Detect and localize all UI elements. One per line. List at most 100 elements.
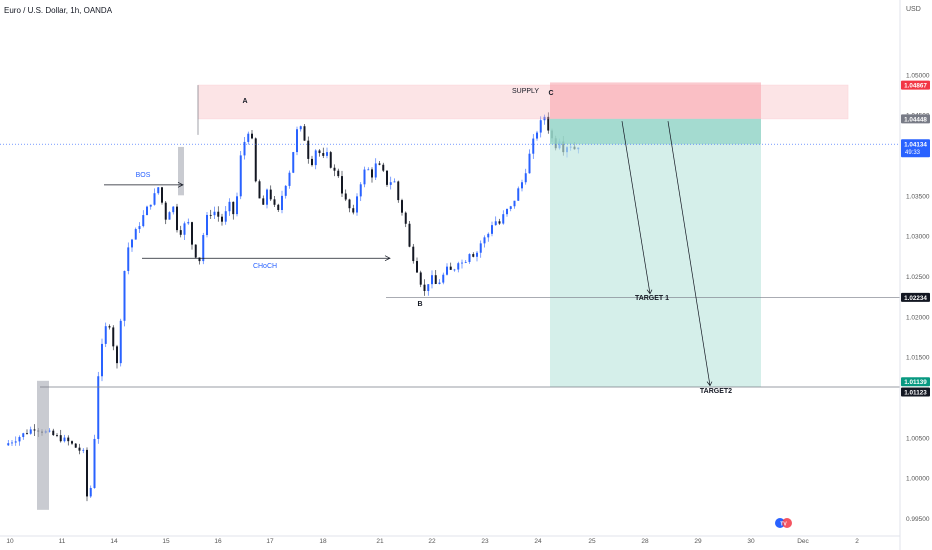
x-tick-label: 22 bbox=[428, 538, 436, 545]
candle-body bbox=[389, 182, 392, 185]
candle-body bbox=[363, 169, 366, 185]
candle-body bbox=[348, 199, 351, 209]
candle-body bbox=[284, 185, 287, 196]
candle-body bbox=[393, 181, 396, 183]
candle-body bbox=[176, 206, 178, 231]
candle-body bbox=[509, 206, 512, 209]
point-b-label: B bbox=[417, 301, 422, 308]
candle-body bbox=[314, 150, 317, 166]
candle-body bbox=[29, 429, 32, 434]
x-tick-label: 21 bbox=[376, 538, 384, 545]
candle-body bbox=[329, 152, 332, 168]
bos-arrow-icon bbox=[177, 182, 184, 188]
candle-body bbox=[491, 225, 493, 234]
choch-arrow-icon bbox=[384, 255, 391, 262]
candle-body bbox=[419, 272, 422, 285]
candle-body bbox=[168, 212, 171, 220]
candle-body bbox=[464, 261, 467, 263]
candle-body bbox=[134, 229, 137, 240]
target-zone bbox=[550, 118, 761, 388]
candle-body bbox=[498, 221, 501, 224]
candle-body bbox=[63, 437, 66, 442]
candle-body bbox=[487, 233, 490, 238]
candle-body bbox=[108, 326, 111, 328]
candle-body bbox=[513, 200, 516, 207]
candle-body bbox=[506, 208, 508, 215]
candle-body bbox=[423, 284, 426, 291]
candle-body bbox=[18, 437, 21, 442]
candle-body bbox=[26, 433, 28, 435]
candle-body bbox=[112, 327, 115, 347]
candle-body bbox=[326, 152, 328, 156]
candle-body bbox=[59, 435, 62, 442]
candle-body bbox=[401, 200, 403, 213]
candle-body bbox=[146, 206, 148, 216]
choch-label: CHoCH bbox=[253, 263, 277, 270]
candle-body bbox=[412, 246, 415, 262]
candle-body bbox=[198, 257, 201, 262]
candle-body bbox=[149, 204, 152, 207]
candle-body bbox=[228, 201, 231, 212]
candle-body bbox=[483, 237, 486, 244]
candle-body bbox=[404, 212, 407, 224]
y-tick-label: 1.03000 bbox=[906, 234, 930, 241]
candle-body bbox=[224, 211, 227, 222]
candle-body bbox=[359, 184, 362, 197]
stop-zone bbox=[550, 82, 761, 119]
tag-supply-bottom-bg bbox=[901, 114, 930, 124]
target1-arrow-icon bbox=[646, 289, 653, 295]
candle-body bbox=[161, 187, 163, 203]
candle-body bbox=[521, 182, 523, 189]
tag-target1: 1.02234 bbox=[904, 295, 927, 302]
candle-body bbox=[416, 261, 418, 273]
candle-body bbox=[318, 150, 321, 154]
candle-body bbox=[86, 449, 88, 497]
candle-body bbox=[221, 216, 223, 222]
candle-body bbox=[344, 193, 347, 200]
x-tick-label: Dec bbox=[797, 538, 809, 545]
candle-body bbox=[408, 223, 411, 247]
candle-body bbox=[97, 376, 100, 439]
candle-body bbox=[442, 274, 445, 283]
tag-countdown: 49:33 bbox=[905, 150, 921, 156]
candle-body bbox=[172, 206, 175, 213]
candle-body bbox=[517, 188, 520, 201]
candle-body bbox=[528, 153, 531, 174]
x-tick-label: 29 bbox=[694, 538, 702, 545]
candle-body bbox=[457, 263, 460, 270]
candle-body bbox=[356, 196, 358, 213]
x-tick-label: 30 bbox=[747, 538, 755, 545]
y-tick-label: 0.99500 bbox=[906, 516, 930, 523]
logo-text: TV bbox=[780, 522, 787, 528]
y-tick-label: 1.05000 bbox=[906, 72, 930, 79]
candle-body bbox=[476, 252, 478, 257]
x-tick-label: 25 bbox=[588, 538, 596, 545]
candle-body bbox=[164, 202, 167, 220]
candle-body bbox=[446, 266, 448, 275]
candle-body bbox=[206, 214, 208, 236]
logo-circle-a bbox=[775, 518, 785, 528]
candle-body bbox=[427, 284, 430, 291]
x-tick-label: 14 bbox=[110, 538, 118, 545]
candle-body bbox=[209, 214, 212, 216]
candle-body bbox=[101, 343, 103, 377]
tag-current-bg bbox=[901, 139, 930, 158]
candle-body bbox=[22, 433, 25, 438]
y-tick-label: 1.00500 bbox=[906, 435, 930, 442]
candle-body bbox=[213, 211, 216, 216]
candle-body bbox=[536, 132, 538, 139]
candle-body bbox=[7, 443, 10, 446]
candle-body bbox=[543, 116, 546, 121]
target1-label: TARGET 1 bbox=[635, 295, 669, 302]
candle-body bbox=[104, 326, 107, 344]
candle-body bbox=[434, 275, 437, 284]
candle-body bbox=[11, 442, 13, 444]
x-tick-label: 2 bbox=[855, 538, 859, 545]
supply-label: SUPPLY bbox=[512, 88, 539, 95]
candle-body bbox=[468, 254, 471, 262]
target2-label: TARGET2 bbox=[700, 388, 732, 395]
candle-body bbox=[82, 449, 85, 451]
tag-target2-b-bg bbox=[901, 387, 930, 397]
candle-body bbox=[494, 221, 497, 226]
